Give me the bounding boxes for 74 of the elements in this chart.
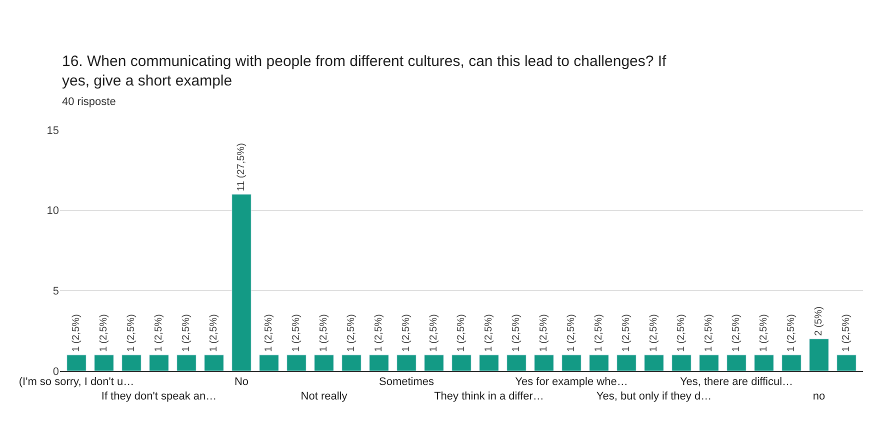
data-label: 1 (2,5%) [208, 314, 220, 352]
data-label: 1 (2,5%) [620, 314, 632, 352]
bar [534, 354, 554, 371]
y-tick-label: 15 [46, 124, 59, 137]
data-label: 1 (2,5%) [180, 314, 192, 352]
data-label: 2 (5%) [813, 306, 824, 336]
chart-title: 16. When communicating with people from different cultures, can this lead to challenges? If yes, give a short example [62, 53, 668, 90]
bar [286, 354, 306, 371]
data-label: 11 (27,5%) [236, 143, 248, 192]
y-tick-label: 5 [52, 286, 59, 298]
data-label: 1 (2,5%) [290, 314, 302, 352]
data-label: 1 (2,5%) [428, 314, 440, 352]
bar [232, 194, 252, 371]
data-label: 1 (2,5%) [153, 314, 164, 352]
data-label: 1 (2,5%) [703, 314, 714, 352]
data-label: 1 (2,5%) [264, 314, 275, 352]
data-label: 1 (2,5%) [538, 314, 550, 352]
bar [204, 354, 224, 371]
bar [616, 354, 636, 371]
data-label: 1 (2,5%) [648, 314, 660, 352]
data-label: 1 (2,5%) [374, 314, 384, 352]
bar [672, 354, 692, 371]
data-label: 1 (2,5%) [511, 314, 522, 352]
x-tick-label: Yes, there are difficul… [680, 376, 794, 388]
x-tick-label: Sometimes [378, 376, 434, 388]
bar [726, 354, 746, 371]
bar [314, 354, 334, 371]
bar [782, 354, 802, 371]
bar [424, 354, 444, 371]
bar [699, 354, 719, 371]
bar [836, 354, 856, 371]
data-label: 1 (2,5%) [456, 314, 467, 352]
chart-subtitle: 40 risposte [62, 96, 116, 108]
bar [396, 354, 416, 371]
bar [644, 354, 664, 371]
data-label: 1 (2,5%) [318, 314, 330, 352]
x-tick-label: Not really [300, 390, 348, 402]
data-label: 1 (2,5%) [98, 314, 110, 352]
bar [479, 354, 499, 371]
data-label: 1 (2,5%) [70, 314, 82, 352]
x-tick-label: (I'm so sorry, I don't u… [18, 376, 134, 388]
bar [809, 338, 829, 371]
data-label: 1 (2,5%) [786, 314, 797, 352]
bar [562, 354, 582, 371]
x-tick-label: No [234, 376, 249, 388]
x-tick-label: no [812, 390, 826, 402]
bar [259, 354, 279, 371]
bar [754, 354, 774, 371]
bar [94, 354, 114, 371]
data-label: 1 (2,5%) [400, 314, 412, 352]
x-tick-label: Yes for example whe… [515, 376, 628, 388]
data-label: 1 (2,5%) [126, 314, 137, 352]
data-label: 1 (2,5%) [840, 314, 852, 352]
data-label: 1 (2,5%) [730, 314, 742, 352]
x-tick-label: Yes, but only if they d… [596, 390, 712, 402]
data-label: 1 (2,5%) [676, 314, 687, 352]
data-label: 1 (2,5%) [566, 314, 577, 352]
y-tick-label: 10 [46, 205, 59, 218]
bar [122, 354, 142, 371]
x-tick-label: If they don't speak an… [101, 390, 217, 402]
bar [66, 354, 86, 371]
bar [589, 354, 609, 371]
data-label: 1 (2,5%) [483, 314, 494, 352]
bar [149, 354, 169, 371]
bar [452, 354, 472, 371]
bar [506, 354, 526, 371]
data-label: 1 (2,5%) [346, 314, 357, 352]
data-label: 1 (2,5%) [593, 314, 604, 352]
y-tick-label: 0 [52, 366, 59, 378]
bar [369, 354, 389, 371]
x-tick-label: They think in a differ… [434, 390, 544, 402]
bar [342, 354, 362, 371]
bar [176, 354, 196, 371]
data-label: 1 (2,5%) [758, 314, 770, 352]
